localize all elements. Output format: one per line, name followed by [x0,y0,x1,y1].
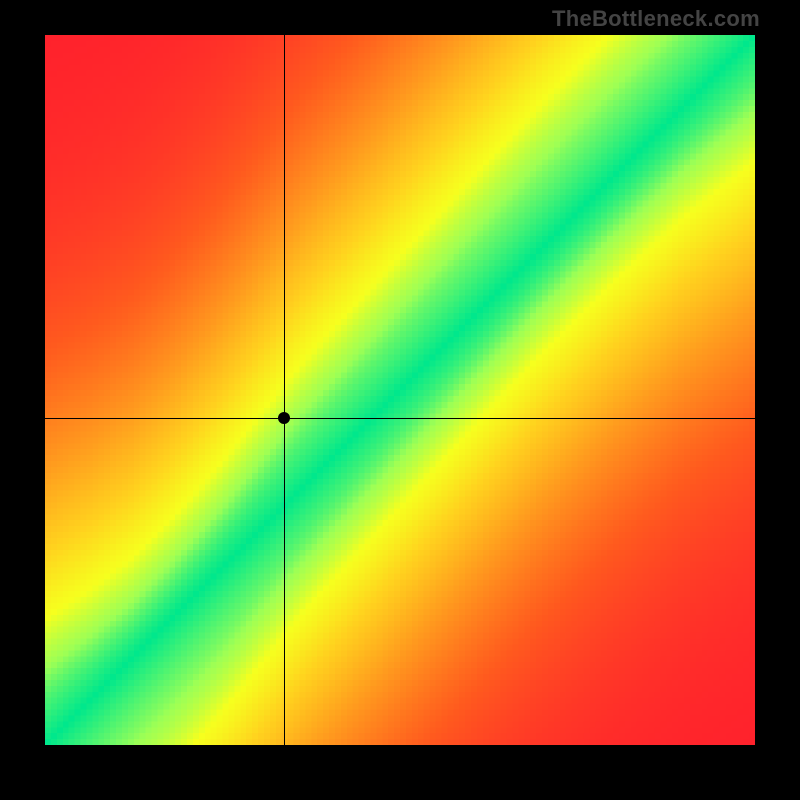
crosshair-vertical [284,35,285,745]
crosshair-horizontal [45,418,755,419]
watermark-text: TheBottleneck.com [552,6,760,32]
selection-marker-dot [278,412,290,424]
bottleneck-heatmap-canvas [45,35,755,745]
heatmap-plot [45,35,755,745]
